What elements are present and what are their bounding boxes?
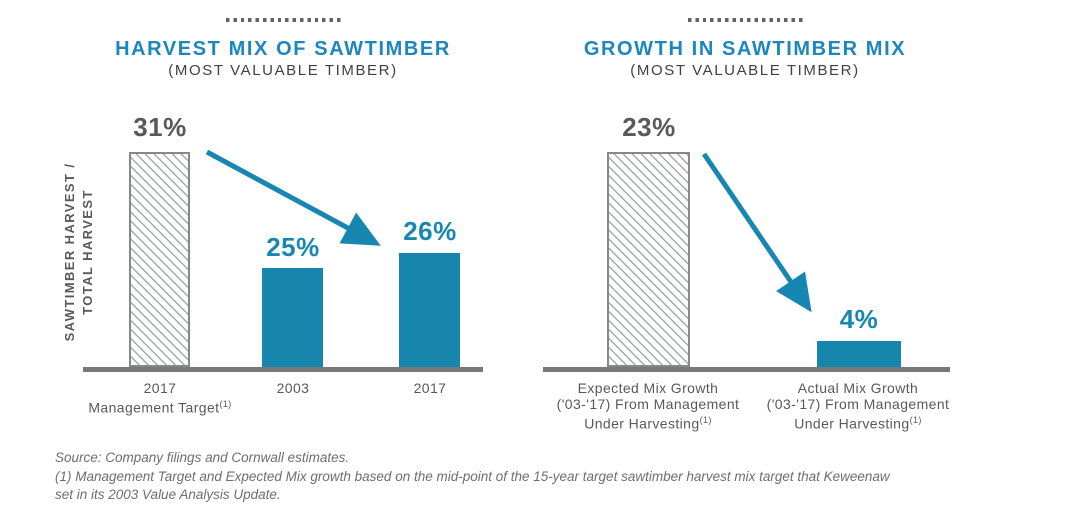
tick-label-target: 2017 Management Target(1) [88, 380, 232, 416]
tick-label-expected-growth: Expected Mix Growth ('03-'17) From Manag… [556, 380, 740, 432]
footnotes: Source: Company filings and Cornwall est… [55, 449, 895, 505]
dotted-divider-icon [688, 18, 804, 22]
bar-2003 [262, 268, 323, 367]
bar-2017 [399, 253, 460, 367]
trend-arrow-icon [701, 152, 812, 313]
tick-label-2003: 2003 [276, 380, 310, 396]
target-bar-hatched [129, 152, 190, 367]
right-chart-title: GROWTH IN SAWTIMBER MIX [583, 38, 907, 60]
left-chart-subtitle: (MOST VALUABLE TIMBER) [168, 62, 398, 79]
y-axis-label: SAWTIMBER HARVEST / TOTAL HARVEST [61, 142, 101, 362]
tick-label-actual-growth: Actual Mix Growth ('03-'17) From Managem… [766, 380, 950, 432]
bar-value-label: 31% [133, 112, 187, 142]
left-chart-title: HARVEST MIX OF SAWTIMBER [115, 38, 451, 60]
x-axis-baseline [543, 367, 950, 372]
tick-label-2017: 2017 [413, 380, 447, 396]
bar-value-label: 26% [403, 216, 457, 246]
footnote-1: (1) Management Target and Expected Mix g… [55, 469, 890, 503]
dotted-divider-icon [226, 18, 342, 22]
bar-value-label: 23% [622, 112, 676, 142]
x-axis-baseline [83, 367, 483, 372]
trend-arrow-icon [205, 149, 381, 246]
bar-value-label: 25% [266, 232, 320, 262]
y-axis-label-line1: SAWTIMBER HARVEST / [62, 162, 77, 342]
right-chart-subtitle: (MOST VALUABLE TIMBER) [630, 62, 860, 79]
y-axis-label-line2: TOTAL HARVEST [79, 189, 95, 315]
source-note: Source: Company filings and Cornwall est… [55, 450, 350, 465]
expected-growth-bar-hatched [607, 152, 690, 367]
bar-value-label: 4% [839, 304, 879, 334]
actual-growth-bar [817, 341, 901, 367]
